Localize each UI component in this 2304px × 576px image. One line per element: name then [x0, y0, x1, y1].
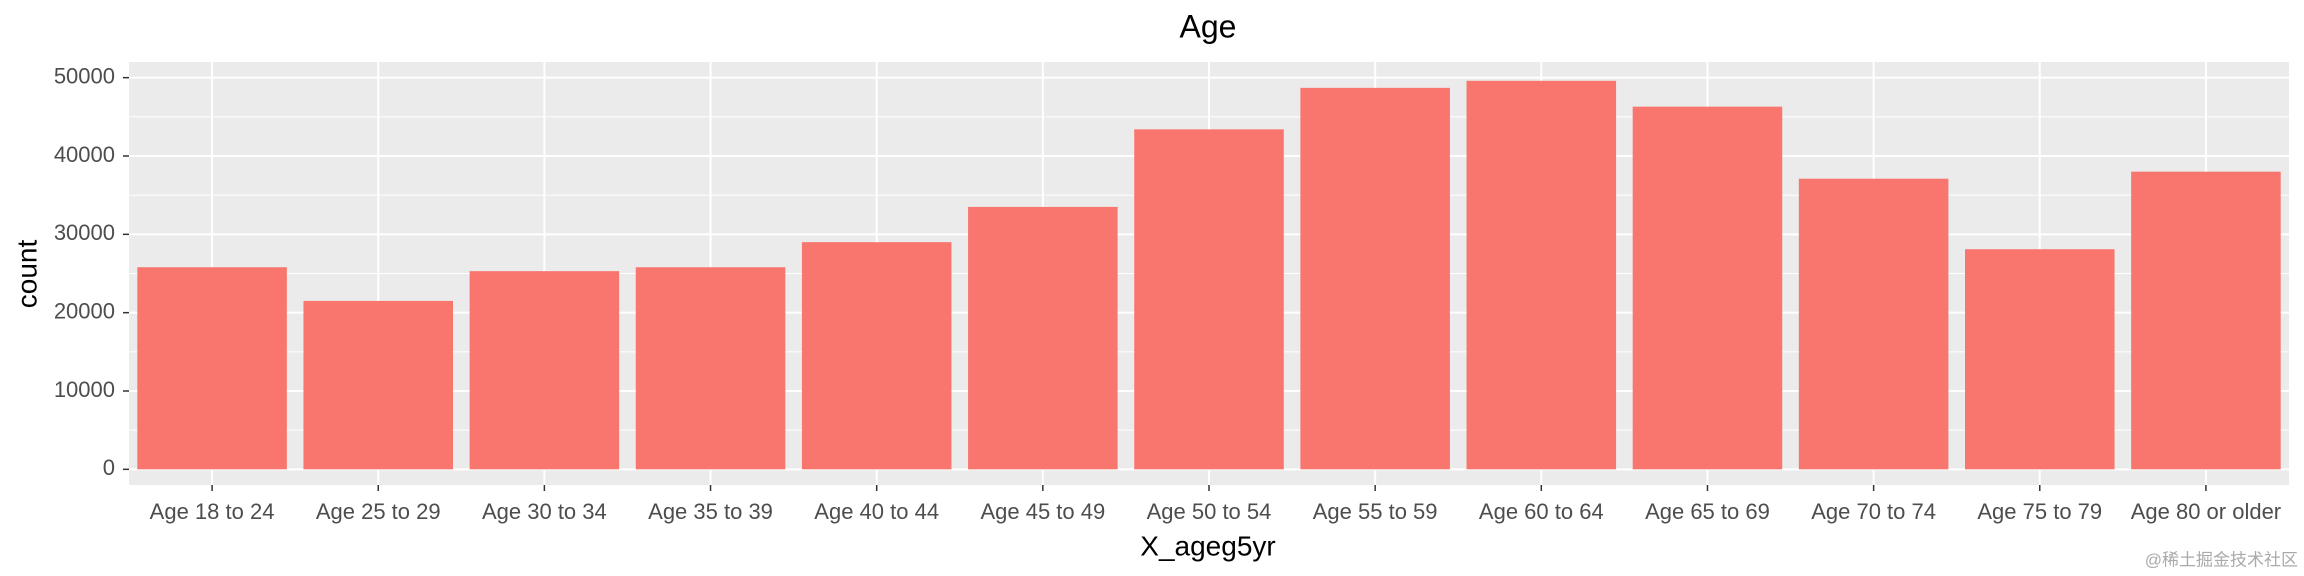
bar	[635, 267, 786, 470]
x-axis-title: X_ageg5yr	[1140, 530, 1275, 561]
bar	[968, 206, 1118, 470]
bar	[303, 300, 453, 470]
bar	[469, 271, 620, 470]
y-tick-label: 10000	[54, 377, 115, 402]
x-tick-label: Age 55 to 59	[1313, 499, 1438, 524]
x-tick-label: Age 25 to 29	[316, 499, 441, 524]
bar	[1134, 129, 1284, 470]
x-tick-label: Age 30 to 34	[482, 499, 607, 524]
bar	[1466, 80, 1617, 470]
x-tick-label: Age 50 to 54	[1147, 499, 1272, 524]
bar	[1632, 106, 1783, 470]
bar	[1300, 87, 1450, 470]
x-tick-label: Age 75 to 79	[1977, 499, 2102, 524]
y-tick-label: 30000	[54, 220, 115, 245]
x-tick-label: Age 45 to 49	[980, 499, 1105, 524]
y-axis-title: count	[11, 240, 42, 309]
bar	[137, 267, 287, 470]
bar	[1798, 178, 1949, 470]
y-tick-label: 50000	[54, 63, 115, 88]
watermark: @稀土掘金技术社区	[2145, 550, 2298, 569]
bar	[2131, 171, 2281, 470]
x-tick-label: Age 18 to 24	[150, 499, 275, 524]
y-tick-label: 40000	[54, 142, 115, 167]
x-tick-label: Age 35 to 39	[648, 499, 773, 524]
bar	[801, 242, 952, 470]
x-tick-label: Age 65 to 69	[1645, 499, 1770, 524]
x-tick-label: Age 70 to 74	[1811, 499, 1936, 524]
y-tick-label: 20000	[54, 298, 115, 323]
x-tick-label: Age 40 to 44	[814, 499, 939, 524]
x-tick-label: Age 80 or older	[2131, 499, 2281, 524]
y-tick-label: 0	[103, 455, 115, 480]
bar	[1965, 249, 2115, 470]
x-tick-label: Age 60 to 64	[1479, 499, 1604, 524]
chart-title: Age	[1180, 8, 1237, 44]
